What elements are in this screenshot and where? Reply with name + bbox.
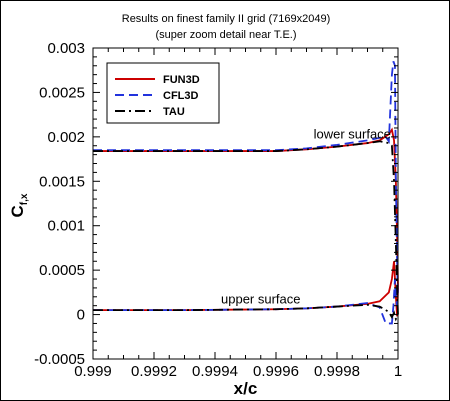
chart-subtitle: (super zoom detail near T.E.) bbox=[155, 29, 296, 41]
y-axis-label-sub: f,x bbox=[19, 193, 30, 205]
y-tick-labels: -0.0005 0 0.0005 0.001 0.0015 0.002 0.0025 0.00… bbox=[34, 40, 85, 368]
series-line-tau-upper bbox=[93, 303, 399, 322]
chart-title: Results on finest family II grid (7169x2… bbox=[122, 13, 331, 25]
legend-entry: CFL3D bbox=[163, 90, 199, 102]
annotation-label: lower surface bbox=[314, 127, 391, 142]
x-tick-label: 1 bbox=[394, 363, 402, 380]
series-line-fun3d-upper bbox=[93, 261, 399, 317]
y-axis-label: Cf,x bbox=[8, 193, 30, 217]
legend: FUN3D CFL3D TAU bbox=[106, 62, 220, 124]
y-tick-label: 0.0005 bbox=[39, 262, 85, 279]
x-tick-label: 0.9992 bbox=[131, 363, 177, 380]
annotations: lower surface upper surface bbox=[221, 127, 391, 307]
series-line-tau-lower bbox=[93, 140, 399, 315]
y-tick-label: 0.001 bbox=[47, 218, 85, 235]
legend-entry: TAU bbox=[163, 106, 185, 118]
x-tick-label: 0.9994 bbox=[192, 363, 238, 380]
x-axis-label: x/c bbox=[234, 379, 258, 398]
y-tick-label: 0.003 bbox=[47, 40, 85, 57]
y-tick-label: 0.0015 bbox=[39, 173, 85, 190]
x-tick-label: 0.999 bbox=[74, 363, 112, 380]
x-tick-label: 0.9996 bbox=[253, 363, 299, 380]
y-axis-label-main: C bbox=[8, 205, 27, 217]
y-tick-label: 0.0025 bbox=[39, 84, 85, 101]
series-line-fun3d-lower bbox=[93, 127, 399, 288]
y-tick-label: 0.002 bbox=[47, 129, 85, 146]
x-tick-label: 0.9998 bbox=[314, 363, 360, 380]
legend-box bbox=[106, 62, 220, 124]
svg-text:Cf,x: Cf,x bbox=[8, 193, 30, 217]
y-tick-label: 0 bbox=[77, 307, 85, 324]
y-tick-label: -0.0005 bbox=[34, 351, 85, 368]
axis-ticks bbox=[92, 47, 399, 360]
annotation-label: upper surface bbox=[221, 291, 301, 306]
legend-entry: FUN3D bbox=[163, 74, 200, 86]
x-tick-labels: 0.999 0.9992 0.9994 0.9996 0.9998 1 bbox=[74, 363, 402, 380]
